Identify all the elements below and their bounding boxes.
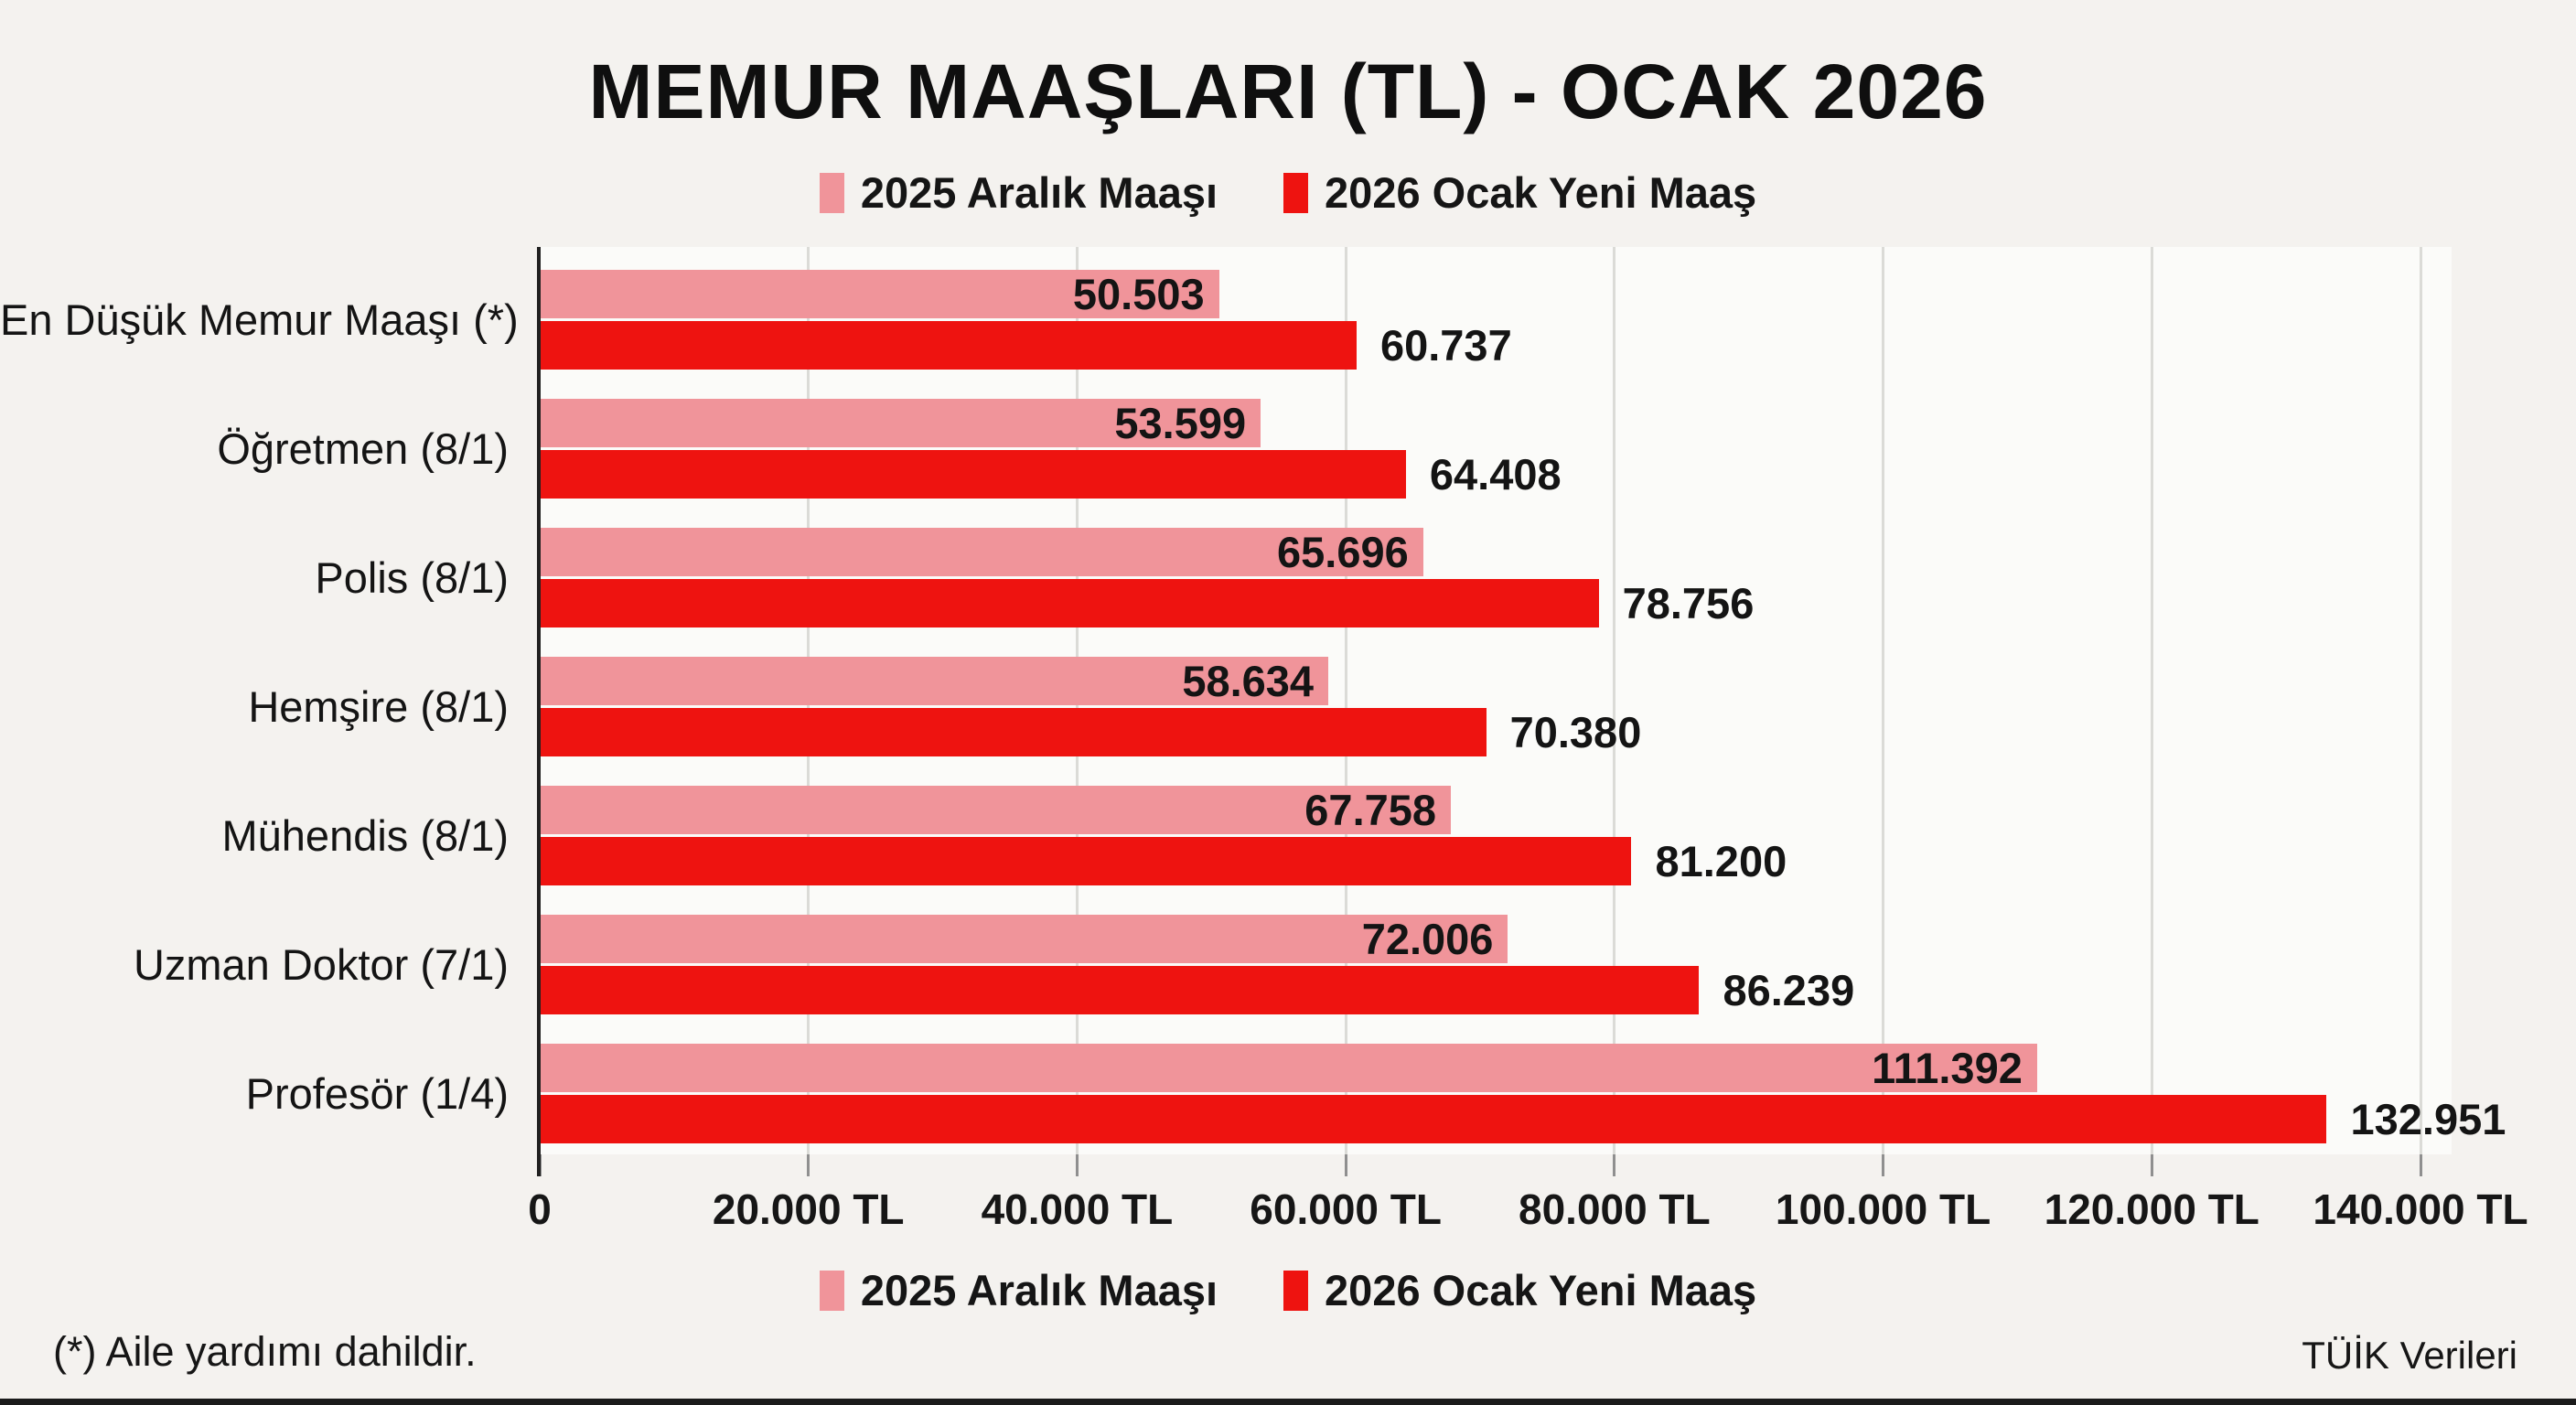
bar-value-label-2026: 132.951 — [2350, 1095, 2506, 1143]
bar-2026 — [541, 321, 1357, 370]
x-tick-label: 40.000 TL — [981, 1185, 1174, 1233]
gridline — [2150, 247, 2153, 1154]
bar-2026 — [541, 966, 1700, 1014]
x-tick-label: 140.000 TL — [2313, 1185, 2528, 1233]
legend-swatch-2026-icon — [1283, 1270, 1309, 1311]
x-axis-tickmark — [2150, 1154, 2153, 1176]
x-axis-tickmark — [2419, 1154, 2422, 1176]
legend-label-2025: 2025 Aralık Maaşı — [860, 1266, 1218, 1314]
legend-swatch-2025-icon — [819, 1270, 844, 1311]
bar-2026 — [541, 1095, 2327, 1143]
gridline — [1344, 247, 1347, 1154]
category-label: Polis (8/1) — [315, 552, 509, 602]
legend-label-2025: 2025 Aralık Maaşı — [860, 168, 1218, 217]
bar-value-label-2026: 86.239 — [1723, 966, 1855, 1014]
bar-value-label-2025: 65.696 — [1277, 528, 1409, 576]
bar-value-label-2026: 70.380 — [1509, 708, 1642, 756]
legend-bottom: 2025 Aralık Maaşı 2026 Ocak Yeni Maaş — [0, 1265, 2576, 1315]
category-label: Hemşire (8/1) — [248, 681, 509, 731]
bar-value-label-2025: 53.599 — [1114, 399, 1247, 447]
bar-value-label-2025: 67.758 — [1304, 786, 1437, 834]
y-axis-line — [537, 247, 541, 1176]
bar-value-label-2025: 72.006 — [1361, 915, 1494, 963]
bar-value-label-2026: 81.200 — [1655, 837, 1787, 885]
x-tick-label: 100.000 TL — [1775, 1185, 1991, 1233]
footnote: (*) Aile yardımı dahildir. — [53, 1328, 477, 1375]
x-axis-tickmark — [1075, 1154, 1079, 1176]
category-label: Uzman Doktor (7/1) — [133, 939, 509, 989]
legend-item-2026: 2026 Ocak Yeni Maaş — [1283, 1265, 1756, 1315]
bar-value-label-2025: 50.503 — [1072, 270, 1205, 318]
x-axis-tickmark — [1882, 1154, 1885, 1176]
bar-value-label-2026: 64.408 — [1429, 450, 1562, 499]
bar-value-label-2025: 58.634 — [1182, 657, 1315, 705]
x-axis-tickmark — [1613, 1154, 1616, 1176]
gridline — [1613, 247, 1616, 1154]
category-label: Öğretmen (8/1) — [217, 424, 509, 473]
bar-2026 — [541, 579, 1599, 627]
gridline — [2419, 247, 2422, 1154]
bar-2025: 72.006 — [541, 915, 1508, 963]
bar-value-label-2025: 111.392 — [1872, 1044, 2023, 1092]
chart-title: MEMUR MAAŞLARI (TL) - OCAK 2026 — [588, 48, 1988, 134]
bottom-edge-divider — [0, 1399, 2576, 1405]
legend-item-2025: 2025 Aralık Maaşı — [819, 167, 1218, 218]
bar-2025: 67.758 — [541, 786, 1452, 834]
x-tick-label: 80.000 TL — [1519, 1185, 1711, 1233]
x-tick-label: 20.000 TL — [712, 1185, 905, 1233]
category-label: Profesör (1/4) — [245, 1068, 509, 1118]
category-label: Mühendis (8/1) — [221, 810, 510, 860]
bar-2026 — [541, 837, 1632, 885]
bar-2026 — [541, 450, 1406, 499]
legend-swatch-2025-icon — [819, 172, 844, 213]
gridline — [1882, 247, 1885, 1154]
bar-2025: 65.696 — [541, 528, 1423, 576]
legend-item-2025: 2025 Aralık Maaşı — [819, 1265, 1218, 1315]
bar-2025: 53.599 — [541, 399, 1261, 447]
legend-item-2026: 2026 Ocak Yeni Maaş — [1283, 167, 1756, 218]
x-axis-tickmark — [1344, 1154, 1347, 1176]
legend-label-2026: 2026 Ocak Yeni Maaş — [1325, 168, 1757, 217]
bar-2025: 50.503 — [541, 270, 1219, 318]
x-tick-label: 120.000 TL — [2044, 1185, 2259, 1233]
legend-top: 2025 Aralık Maaşı 2026 Ocak Yeni Maaş — [0, 167, 2576, 218]
category-label: En Düşük Memur Maaşı (*) — [0, 295, 519, 344]
source-credit: TÜİK Verileri — [2302, 1334, 2517, 1377]
bar-value-label-2026: 60.737 — [1379, 321, 1512, 370]
bar-2025: 58.634 — [541, 657, 1329, 705]
legend-label-2026: 2026 Ocak Yeni Maaş — [1325, 1266, 1757, 1314]
x-tick-label: 0 — [528, 1185, 552, 1233]
bar-2026 — [541, 708, 1487, 756]
x-axis-tickmark — [807, 1154, 810, 1176]
bar-value-label-2026: 78.756 — [1622, 579, 1755, 627]
bar-2025: 111.392 — [541, 1044, 2037, 1092]
x-tick-label: 60.000 TL — [1250, 1185, 1442, 1233]
legend-swatch-2026-icon — [1283, 172, 1309, 213]
